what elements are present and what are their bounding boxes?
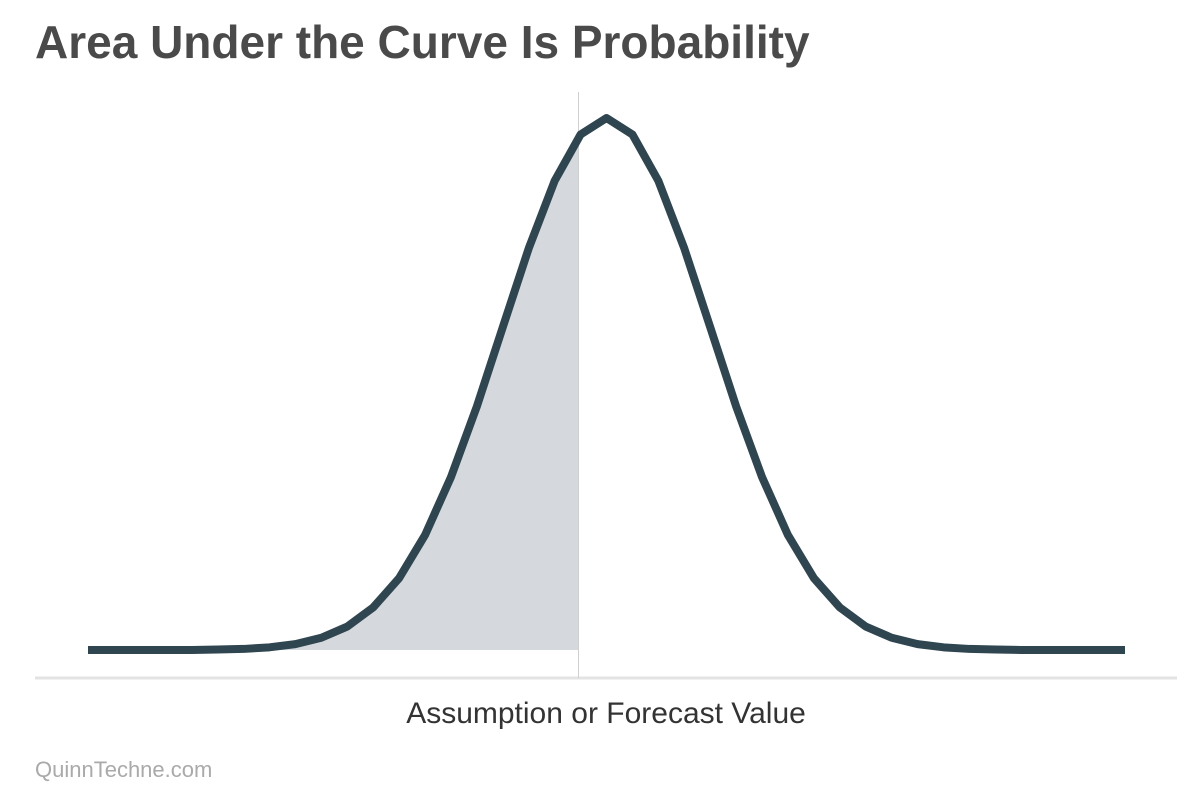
curve-line bbox=[88, 114, 1125, 654]
shaded-area bbox=[88, 138, 579, 651]
chart-title: Area Under the Curve Is Probability bbox=[35, 16, 810, 68]
x-axis-label: Assumption or Forecast Value bbox=[406, 697, 806, 730]
source: QuinnTechne.com bbox=[35, 757, 212, 782]
